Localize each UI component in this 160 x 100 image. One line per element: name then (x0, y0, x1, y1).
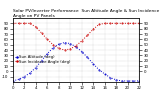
Text: Solar PV/Inverter Performance  Sun Altitude Angle & Sun Incidence Angle on PV Pa: Solar PV/Inverter Performance Sun Altitu… (13, 9, 159, 18)
Legend: Sun Altitude (deg), Sun Incidence Angle (deg): Sun Altitude (deg), Sun Incidence Angle … (15, 55, 71, 64)
